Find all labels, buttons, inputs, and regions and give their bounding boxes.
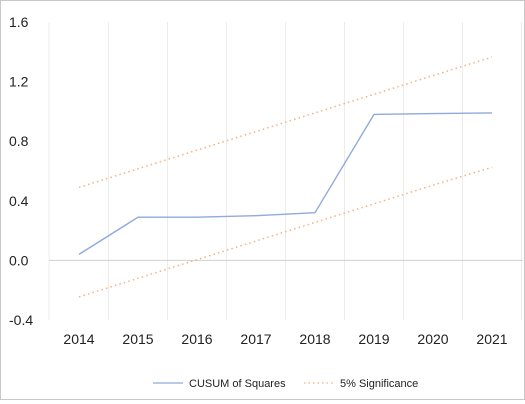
x-tick-label: 2018 [299,331,330,347]
y-axis-tick-labels: -0.4 0.0 0.4 0.8 1.2 1.6 [9,14,33,328]
y-tick-label: 0.4 [9,193,29,209]
x-axis-tick-labels: 2014 2015 2016 2017 2018 2019 2020 2021 [63,331,507,347]
x-tick-label: 2016 [181,331,212,347]
y-tick-label: -0.4 [9,312,33,328]
y-tick-label: 1.6 [9,14,29,30]
x-tick-label: 2021 [476,331,507,347]
y-tick-label: 1.2 [9,74,29,90]
y-tick-label: 0.8 [9,133,29,149]
x-tick-label: 2014 [63,331,94,347]
y-tick-label: 0.0 [9,252,29,268]
x-tick-label: 2020 [417,331,448,347]
x-tick-label: 2019 [358,331,389,347]
legend-label-cusum-of-squares: CUSUM of Squares [189,378,286,390]
x-tick-label: 2015 [122,331,153,347]
gridlines [49,22,522,320]
legend: CUSUM of Squares 5% Significance [153,378,418,390]
legend-label-5pct-significance: 5% Significance [340,378,418,390]
x-tick-label: 2017 [240,331,271,347]
